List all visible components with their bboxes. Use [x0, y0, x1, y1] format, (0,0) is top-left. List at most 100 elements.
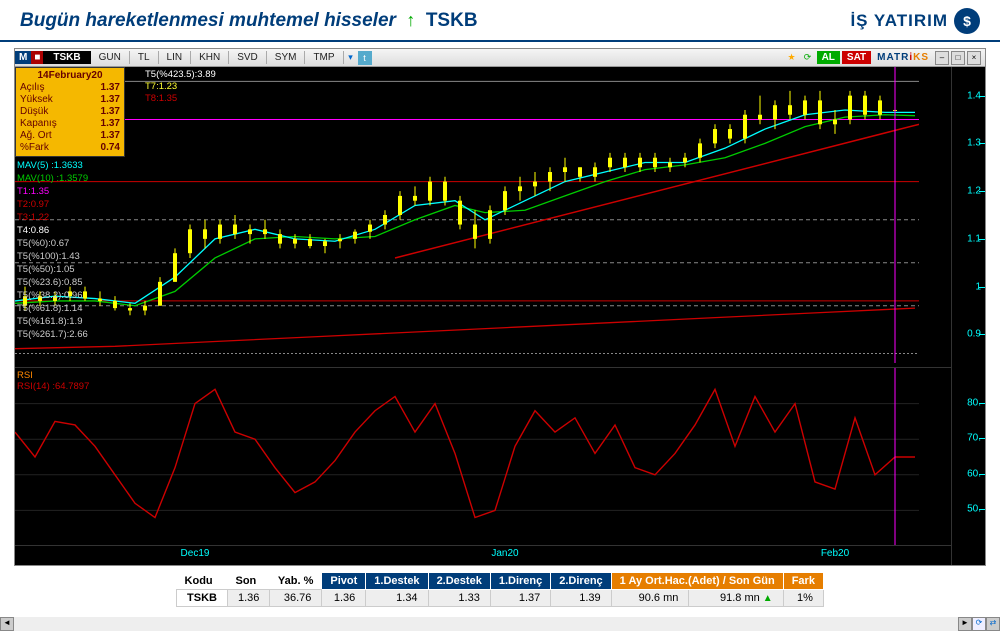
toolbar-btn-sym[interactable]: SYM: [267, 51, 306, 64]
buy-button[interactable]: AL: [817, 51, 840, 64]
col-r2: 2.Direnç: [551, 573, 611, 590]
cell-d2: 1.33: [428, 590, 490, 607]
ohlc-box: 14February20 Açılış1.37Yüksek1.37Düşük1.…: [15, 67, 125, 157]
toolbar-btn-gun[interactable]: GUN: [91, 51, 130, 64]
cell-r1: 1.37: [490, 590, 550, 607]
cell-son: 1.36: [228, 590, 270, 607]
twitter-icon[interactable]: t: [358, 51, 372, 65]
scroll-left-icon[interactable]: ◄: [0, 617, 14, 631]
header-ticker: TSKB: [426, 10, 478, 31]
toolbar-btn-tl[interactable]: TL: [130, 51, 159, 64]
col-kodu: Kodu: [177, 573, 228, 590]
cell-fark: 1%: [783, 590, 823, 607]
rsi-label: RSI: [17, 370, 89, 381]
indicator-label: T5(%161.8):1.9: [17, 315, 88, 328]
toolbar-btn-khn[interactable]: KHN: [191, 51, 229, 64]
indicator-label: MAV(5) :1.3633: [17, 159, 88, 172]
col-son: Son: [228, 573, 270, 590]
page-title: Bugün hareketlenmesi muhtemel hisseler: [20, 10, 396, 31]
table-row: TSKB 1.36 36.76 1.36 1.34 1.33 1.37 1.39…: [177, 590, 824, 607]
ohlc-date: 14February20: [20, 70, 120, 82]
cell-yab: 36.76: [270, 590, 322, 607]
ohlc-row: Yüksek1.37: [20, 94, 120, 106]
toolbar-btn-tmp[interactable]: TMP: [305, 51, 343, 64]
cell-r2: 1.39: [551, 590, 611, 607]
indicator-label: T5(%38.2):0.96: [17, 289, 88, 302]
indicator-label: T5(%100):1.43: [17, 250, 88, 263]
cell-code: TSKB: [177, 590, 228, 607]
y-axis: 1.41.31.21.110.980.70.60.50.: [951, 67, 985, 565]
chart-toolbar: M ■ TSKB GUNTLLINKHNSVDSYMTMP ▾ t ★ ⟳ AL…: [15, 49, 985, 67]
refresh-icon[interactable]: ⟳: [801, 51, 815, 65]
indicator-label: T1:1.35: [17, 185, 88, 198]
sell-button[interactable]: SAT: [842, 51, 871, 64]
x-label: Feb20: [821, 548, 849, 559]
cell-d1: 1.34: [366, 590, 428, 607]
chart-settings-icon[interactable]: ⇄: [986, 617, 1000, 631]
app-badge: M: [15, 51, 31, 64]
flag-icon: ■: [31, 51, 43, 64]
scroll-right-icon[interactable]: ►: [958, 617, 972, 631]
col-fark: Fark: [783, 573, 823, 590]
indicator-label: T5(%423.5):3.89: [145, 69, 216, 81]
chart-body: 14February20 Açılış1.37Yüksek1.37Düşük1.…: [15, 67, 985, 565]
ohlc-row: Ağ. Ort1.37: [20, 130, 120, 142]
header-left: Bugün hareketlenmesi muhtemel hisseler ↑…: [20, 10, 478, 32]
chart-refresh-icon[interactable]: ⟳: [972, 617, 986, 631]
ohlc-row: Kapanış1.37: [20, 118, 120, 130]
indicator-label: MAV(10) :1.3579: [17, 172, 88, 185]
x-axis: Dec19 Jan20 Feb20: [15, 545, 951, 565]
chart-main[interactable]: 14February20 Açılış1.37Yüksek1.37Düşük1.…: [15, 67, 951, 565]
cell-vol2: 91.8 mn ▲: [689, 590, 783, 607]
indicator-label: T5(%23.6):0.85: [17, 276, 88, 289]
rsi-panel[interactable]: RSIRSI(14) :64.7897: [15, 367, 951, 545]
logo-text: İŞ YATIRIM: [850, 11, 948, 31]
indicator-label: T5(%50):1.05: [17, 263, 88, 276]
indicator-label: T8:1.35: [145, 93, 216, 105]
col-yab: Yab. %: [270, 573, 322, 590]
x-label: Dec19: [181, 548, 210, 559]
brand-label: MATRiKS: [873, 52, 933, 63]
toolbar-ticker: TSKB: [43, 51, 90, 64]
h-scrollbar[interactable]: ◄ ► ⟳ ⇄: [0, 617, 1000, 631]
logo: İŞ YATIRIM $: [850, 8, 980, 34]
minimize-icon[interactable]: –: [935, 51, 949, 65]
col-d1: 1.Destek: [366, 573, 428, 590]
star-icon[interactable]: ★: [785, 51, 799, 65]
scroll-track[interactable]: [14, 617, 958, 631]
indicator-label: T4:0.86: [17, 224, 88, 237]
toolbar-btn-svd[interactable]: SVD: [229, 51, 267, 64]
top-indicators: T5(%423.5):3.89T7:1.23T8:1.35: [145, 69, 216, 105]
rsi-labels: RSIRSI(14) :64.7897: [17, 370, 89, 392]
col-vol: 1 Ay Ort.Hac.(Adet) / Son Gün: [611, 573, 783, 590]
indicator-labels: MAV(5) :1.3633MAV(10) :1.3579T1:1.35T2:0…: [17, 159, 88, 341]
dropdown-icon[interactable]: ▾: [344, 51, 358, 65]
ohlc-row: Açılış1.37: [20, 82, 120, 94]
logo-icon: $: [954, 8, 980, 34]
chart-window: M ■ TSKB GUNTLLINKHNSVDSYMTMP ▾ t ★ ⟳ AL…: [14, 48, 986, 566]
ohlc-row: Düşük1.37: [20, 106, 120, 118]
toolbar-btn-lin[interactable]: LIN: [159, 51, 192, 64]
indicator-label: T3:1.22: [17, 211, 88, 224]
summary-table: Kodu Son Yab. % Pivot 1.Destek 2.Destek …: [176, 572, 824, 607]
maximize-icon[interactable]: □: [951, 51, 965, 65]
col-d2: 2.Destek: [428, 573, 490, 590]
up-arrow-icon: ▲: [763, 593, 773, 604]
x-label: Jan20: [491, 548, 518, 559]
table-header-row: Kodu Son Yab. % Pivot 1.Destek 2.Destek …: [177, 573, 824, 590]
cell-vol1: 90.6 mn: [611, 590, 689, 607]
up-arrow-icon: ↑: [406, 10, 415, 30]
indicator-label: T7:1.23: [145, 81, 216, 93]
indicator-label: T2:0.97: [17, 198, 88, 211]
indicator-label: T5(%261.7):2.66: [17, 328, 88, 341]
ohlc-row: %Fark0.74: [20, 142, 120, 154]
rsi-label: RSI(14) :64.7897: [17, 381, 89, 392]
col-r1: 1.Direnç: [490, 573, 550, 590]
col-pivot: Pivot: [322, 573, 366, 590]
close-icon[interactable]: ×: [967, 51, 981, 65]
page-header: Bugün hareketlenmesi muhtemel hisseler ↑…: [0, 0, 1000, 42]
cell-pivot: 1.36: [322, 590, 366, 607]
indicator-label: T5(%0):0.67: [17, 237, 88, 250]
indicator-label: T5(%61.8):1.14: [17, 302, 88, 315]
price-panel[interactable]: [15, 67, 951, 363]
